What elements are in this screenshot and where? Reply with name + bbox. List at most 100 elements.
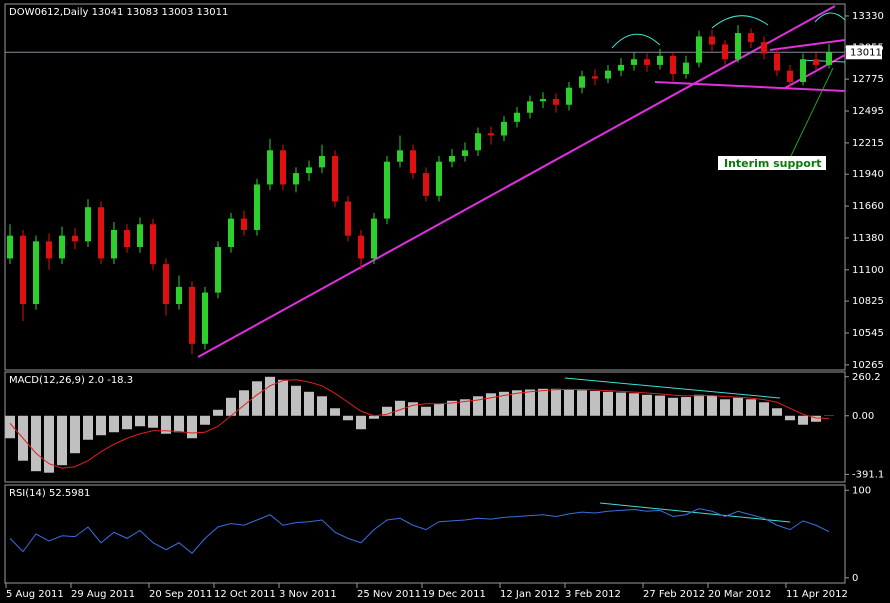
macd-bar bbox=[239, 390, 249, 416]
candle-body bbox=[592, 76, 598, 79]
macd-bar bbox=[629, 393, 639, 416]
candle-body bbox=[397, 150, 403, 162]
candle-body bbox=[332, 155, 338, 202]
candle-body bbox=[423, 173, 429, 196]
y-tick-label: 10265 bbox=[852, 360, 884, 371]
macd-bar bbox=[369, 415, 379, 419]
macd-bar bbox=[343, 415, 353, 421]
macd-bar bbox=[135, 415, 145, 427]
macd-bar bbox=[655, 395, 665, 416]
macd-bar bbox=[96, 415, 106, 436]
macd-bar bbox=[499, 391, 509, 416]
macd-bar bbox=[161, 415, 171, 434]
candle-body bbox=[709, 36, 715, 45]
candle-body bbox=[657, 55, 663, 65]
macd-bar bbox=[772, 408, 782, 416]
macd-bar bbox=[226, 397, 236, 416]
candle-body bbox=[241, 218, 247, 230]
candle-body bbox=[85, 207, 91, 242]
candle-body bbox=[280, 150, 286, 185]
macd-bar bbox=[551, 388, 561, 416]
macd-bar bbox=[681, 397, 691, 416]
cyan-arc bbox=[611, 33, 661, 49]
macd-bar bbox=[746, 399, 756, 416]
macd-bar bbox=[109, 415, 119, 433]
last-price-box bbox=[846, 45, 882, 60]
trend-line bbox=[784, 54, 846, 89]
candle-body bbox=[722, 44, 728, 60]
macd-bar bbox=[304, 391, 314, 416]
y-tick-label: -391.1 bbox=[852, 469, 884, 480]
trend-line bbox=[769, 39, 846, 51]
candle-body bbox=[735, 33, 741, 60]
macd-bar bbox=[733, 397, 743, 416]
candle-body bbox=[163, 264, 169, 304]
candle-body bbox=[826, 52, 832, 65]
macd-title: MACD(12,26,9) 2.0 -18.3 bbox=[9, 375, 133, 386]
macd-bar bbox=[564, 389, 574, 416]
x-tick-label: 5 Aug 2011 bbox=[6, 589, 64, 600]
x-tick-label: 20 Sep 2011 bbox=[149, 589, 212, 600]
macd-bar bbox=[421, 406, 431, 416]
annotation-box bbox=[718, 156, 826, 170]
candle-body bbox=[475, 133, 481, 151]
y-tick-label: 100 bbox=[852, 485, 871, 496]
macd-bar bbox=[512, 390, 522, 416]
rsi-line bbox=[9, 508, 830, 554]
macd-bar bbox=[720, 399, 730, 416]
candle-body bbox=[111, 229, 117, 259]
macd-bar bbox=[408, 402, 418, 416]
candle-body bbox=[98, 207, 104, 259]
x-tick-label: 29 Aug 2011 bbox=[71, 589, 135, 600]
trend-line bbox=[197, 5, 836, 358]
y-tick-label: 12495 bbox=[852, 106, 884, 117]
macd-bar bbox=[694, 394, 704, 416]
cyan-line bbox=[799, 59, 846, 63]
candle-body bbox=[306, 167, 312, 174]
macd-bar bbox=[330, 408, 340, 416]
cyan-line bbox=[599, 502, 791, 523]
macd-bar bbox=[434, 403, 444, 416]
cyan-arc bbox=[814, 12, 846, 23]
macd-bar bbox=[590, 391, 600, 416]
candle-body bbox=[436, 161, 442, 196]
candle-body bbox=[7, 235, 13, 259]
macd-bar bbox=[460, 399, 470, 416]
macd-bar bbox=[57, 415, 67, 466]
macd-bar bbox=[577, 390, 587, 416]
macd-bar bbox=[798, 415, 808, 425]
y-tick-label: 13330 bbox=[852, 11, 884, 22]
x-tick-label: 3 Feb 2012 bbox=[565, 589, 621, 600]
x-tick-label: 20 Mar 2012 bbox=[708, 589, 771, 600]
macd-bar bbox=[278, 379, 288, 416]
candle-body bbox=[46, 241, 52, 259]
trend-lines bbox=[197, 5, 846, 523]
last-price-label: 13011 bbox=[850, 47, 882, 58]
candle-body bbox=[644, 59, 650, 65]
y-tick-label: 11100 bbox=[852, 265, 884, 276]
candle-body bbox=[254, 184, 260, 230]
candle-body bbox=[813, 59, 819, 65]
candle-body bbox=[631, 59, 637, 65]
candle-body bbox=[137, 224, 143, 248]
candle-body bbox=[488, 133, 494, 136]
macd-bar bbox=[356, 415, 366, 430]
y-tick-label: 260.2 bbox=[852, 372, 881, 383]
candle-body bbox=[267, 150, 273, 185]
macd-bar bbox=[538, 388, 548, 416]
candle-body bbox=[787, 70, 793, 82]
macd-bar bbox=[200, 415, 210, 425]
y-tick-label: 12775 bbox=[852, 74, 884, 85]
candle-body bbox=[501, 121, 507, 136]
y-tick-label: 11380 bbox=[852, 233, 884, 244]
candle-body bbox=[800, 59, 806, 82]
x-tick-label: 3 Nov 2011 bbox=[279, 589, 337, 600]
candle-body bbox=[527, 101, 533, 113]
candle-body bbox=[202, 292, 208, 344]
y-tick-label: 10825 bbox=[852, 296, 884, 307]
candle-body bbox=[696, 36, 702, 63]
macd-bar bbox=[174, 415, 184, 433]
macd-bar bbox=[213, 409, 223, 416]
